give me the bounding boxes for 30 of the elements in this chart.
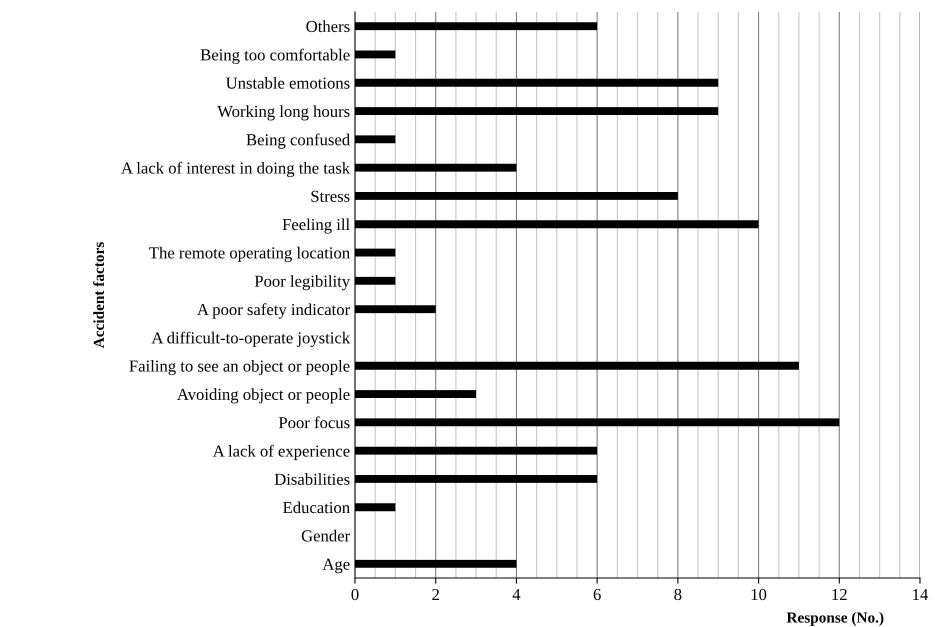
y-tick-label: Poor focus bbox=[278, 416, 350, 428]
x-tick-label: 10 bbox=[752, 588, 766, 600]
y-tick-label: Gender bbox=[302, 530, 350, 542]
y-tick-label: Failing to see an object or people bbox=[129, 360, 350, 376]
y-tick-label: Working long hours bbox=[217, 105, 350, 120]
y-tick-label: A poor safety indicator bbox=[197, 303, 350, 319]
y-tick-label: Stress bbox=[311, 190, 350, 202]
x-tick-label: 0 bbox=[351, 588, 359, 600]
y-tick-label: Unstable emotions bbox=[226, 76, 350, 89]
x-tick-label: 2 bbox=[432, 588, 439, 600]
x-tick-label: 4 bbox=[512, 589, 520, 600]
y-tick-label: Feeling ill bbox=[282, 218, 350, 234]
y-tick-label: A lack of experience bbox=[212, 444, 350, 460]
y-tick-label: Poor legibility bbox=[254, 275, 350, 290]
y-tick-label: Education bbox=[283, 501, 350, 514]
x-axis-title: Response (No.) bbox=[786, 612, 884, 626]
y-tick-label: Age bbox=[322, 558, 350, 574]
x-tick-label: 14 bbox=[913, 588, 928, 600]
y-tick-label: The remote operating location bbox=[149, 246, 350, 262]
y-tick-label: A lack of interest in doing the task bbox=[121, 162, 350, 178]
y-tick-label: Avoiding object or people bbox=[177, 388, 350, 404]
y-tick-label: A difficult-to-operate joystick bbox=[152, 332, 350, 347]
y-axis-title: Accident factors bbox=[93, 242, 104, 348]
y-tick-label: Disabilities bbox=[274, 473, 350, 485]
x-tick-label: 6 bbox=[594, 588, 601, 600]
y-tick-label: Others bbox=[306, 20, 350, 32]
x-tick-label: 8 bbox=[674, 588, 682, 600]
y-tick-label: Being confused bbox=[246, 133, 350, 149]
x-tick-label: 12 bbox=[832, 588, 847, 600]
y-tick-label: Being too comfortable bbox=[200, 48, 350, 64]
